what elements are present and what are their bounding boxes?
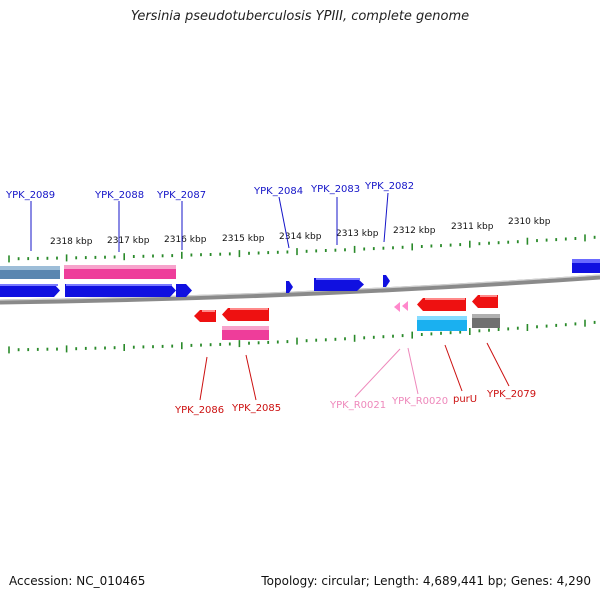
upper-tick-row xyxy=(8,234,596,263)
kbp-label: 2318 kbp xyxy=(50,237,93,247)
reverse-gene-arrow[interactable] xyxy=(472,295,498,308)
kbp-label: 2316 kbp xyxy=(164,235,207,245)
gene-label[interactable]: purU xyxy=(453,394,477,405)
gene-label[interactable]: YPK_2088 xyxy=(94,190,144,201)
forward-gene-arrow[interactable] xyxy=(65,284,176,297)
genome-backbone xyxy=(0,274,600,305)
rrna-gene-arrow[interactable] xyxy=(402,301,408,311)
gene-label[interactable]: YPK_R0020 xyxy=(391,396,448,407)
reverse-gene-arrow[interactable] xyxy=(417,298,466,311)
gene-label[interactable]: YPK_2082 xyxy=(364,181,414,192)
reverse-gene-row xyxy=(194,295,498,322)
gene-label[interactable]: YPK_2086 xyxy=(174,405,224,416)
gene-label[interactable]: YPK_2084 xyxy=(253,186,303,197)
map-title: Yersinia pseudotuberculosis YPIII, compl… xyxy=(130,9,470,24)
gene-label[interactable]: YPK_2087 xyxy=(156,190,206,201)
kbp-label: 2312 kbp xyxy=(393,226,436,236)
reverse-gene-arrow[interactable] xyxy=(222,308,269,321)
reverse-gene-arrow[interactable] xyxy=(194,310,216,322)
kbp-label: 2317 kbp xyxy=(107,236,150,246)
accession-text: Accession: NC_010465 xyxy=(9,574,146,588)
forward-gene-labels: YPK_2089 YPK_2088 YPK_2087 YPK_2084 YPK_… xyxy=(5,181,414,252)
reverse-gene-labels: YPK_2086 YPK_2085 YPK_R0021 YPK_R0020 pu… xyxy=(174,342,536,416)
gene-label[interactable]: YPK_2089 xyxy=(5,190,55,201)
forward-gene-arrow[interactable] xyxy=(0,284,60,297)
gene-label[interactable]: YPK_R0021 xyxy=(329,400,386,411)
gene-label[interactable]: YPK_2079 xyxy=(486,389,536,400)
kbp-label: 2314 kbp xyxy=(279,232,322,242)
forward-gene-row xyxy=(0,275,390,297)
reverse-feature-row-inner xyxy=(222,314,500,340)
kbp-labels: 2318 kbp 2317 kbp 2316 kbp 2315 kbp 2314… xyxy=(50,217,551,247)
gene-label[interactable]: YPK_2085 xyxy=(231,403,281,414)
kbp-label: 2311 kbp xyxy=(451,222,494,232)
forward-gene-arrow[interactable] xyxy=(286,281,293,293)
kbp-label: 2315 kbp xyxy=(222,234,265,244)
forward-gene-arrow[interactable] xyxy=(176,284,192,297)
rrna-gene-arrow[interactable] xyxy=(394,302,400,312)
kbp-label: 2310 kbp xyxy=(508,217,551,227)
forward-gene-arrow[interactable] xyxy=(314,278,364,291)
forward-feature-row-outer xyxy=(0,259,600,279)
lower-tick-row xyxy=(8,319,596,354)
forward-gene-arrow[interactable] xyxy=(383,275,390,287)
gene-label[interactable]: YPK_2083 xyxy=(310,184,360,195)
kbp-label: 2313 kbp xyxy=(336,229,379,239)
topology-text: Topology: circular; Length: 4,689,441 bp… xyxy=(261,574,591,588)
